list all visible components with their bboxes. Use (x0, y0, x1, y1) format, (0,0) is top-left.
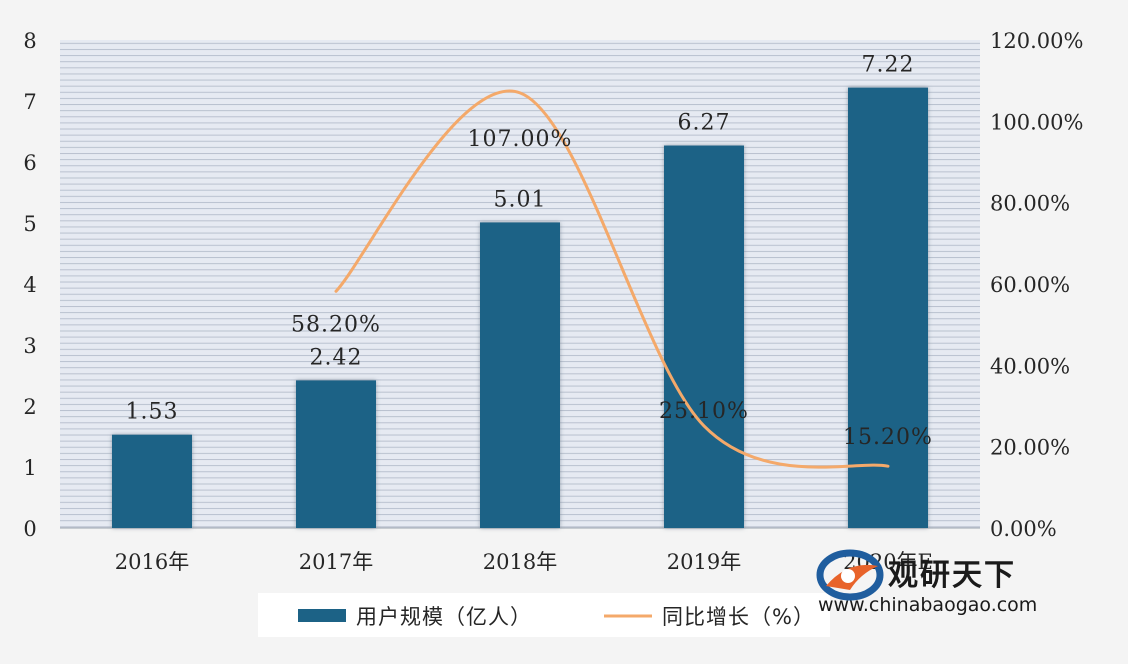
bar (112, 434, 192, 528)
bar-value-label: 1.53 (126, 400, 179, 425)
left-axis-tick-label: 2 (23, 395, 36, 419)
watermark-name: 观研天下 (888, 558, 1016, 593)
watermark-logo-icon (816, 549, 884, 601)
right-axis-tick-label: 60.00% (990, 273, 1070, 297)
x-axis-category-label: 2018年 (483, 550, 557, 574)
right-axis-tick-label: 40.00% (990, 354, 1070, 378)
left-axis-tick-label: 3 (23, 334, 36, 358)
bar (480, 222, 560, 528)
left-axis-tick-label: 8 (23, 29, 36, 53)
bar-value-label: 5.01 (494, 187, 547, 212)
bar-value-label: 2.42 (310, 345, 363, 370)
left-axis-tick-label: 7 (23, 90, 36, 114)
right-axis-tick-label: 120.00% (990, 29, 1083, 53)
right-axis-tick-label: 20.00% (990, 436, 1070, 460)
x-axis-category-label: 2019年 (667, 550, 741, 574)
left-axis-tick-label: 5 (23, 212, 36, 236)
left-axis-tick-label: 6 (23, 151, 36, 175)
legend-box (258, 593, 830, 637)
line-value-label: 107.00% (468, 127, 573, 152)
x-axis-category-label: 2017年 (299, 550, 373, 574)
bar (848, 87, 928, 528)
line-value-label: 15.20% (843, 425, 933, 450)
legend-label-line: 同比增长（%） (662, 605, 815, 629)
x-axis-category-label: 2016年 (115, 550, 189, 574)
left-axis-tick-label: 4 (23, 273, 36, 297)
legend-label-bar: 用户规模（亿人） (356, 605, 532, 629)
right-axis-tick-label: 0.00% (990, 517, 1057, 541)
bar (296, 380, 376, 528)
left-axis-tick-label: 1 (23, 456, 36, 480)
growth-rate-line (334, 89, 890, 469)
watermark: 观研天下 www.chinabaogao.com (816, 549, 1037, 616)
legend-swatch-bar (298, 609, 346, 622)
bar (664, 145, 744, 528)
right-axis-tick-label: 80.00% (990, 192, 1070, 216)
line-value-label: 58.20% (291, 312, 381, 337)
left-axis-tick-label: 0 (23, 517, 36, 541)
right-axis-tick-label: 100.00% (990, 110, 1083, 134)
bar-value-label: 6.27 (678, 111, 731, 136)
bar-value-label: 7.22 (862, 53, 915, 78)
watermark-url: www.chinabaogao.com (818, 594, 1037, 616)
line-value-label: 25.10% (659, 399, 749, 424)
legend: 用户规模（亿人） 同比增长（%） (258, 593, 830, 637)
